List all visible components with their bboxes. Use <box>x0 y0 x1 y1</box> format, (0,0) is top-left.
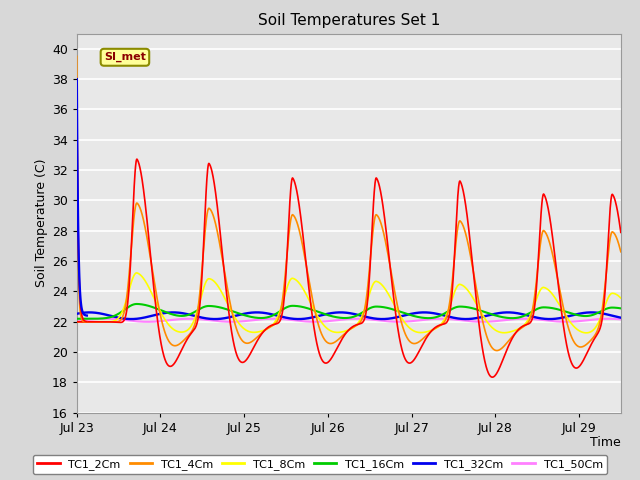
TC1_2Cm <box>602 285 609 291</box>
TC1_32Cm <box>338 310 346 315</box>
TC1_50Cm <box>395 319 403 324</box>
TC1_32Cm <box>602 311 609 317</box>
TC1_8Cm <box>502 330 509 336</box>
TC1_2Cm <box>323 360 331 366</box>
Line: TC1_32Cm: TC1_32Cm <box>77 312 621 319</box>
TC1_32Cm <box>502 310 509 315</box>
TC1_8Cm <box>133 270 141 276</box>
TC1_16Cm <box>602 306 609 312</box>
TC1_2Cm <box>133 156 141 162</box>
TC1_4Cm <box>338 334 346 339</box>
Title: Soil Temperatures Set 1: Soil Temperatures Set 1 <box>258 13 440 28</box>
TC1_4Cm <box>133 200 141 206</box>
X-axis label: Time: Time <box>590 436 621 449</box>
TC1_8Cm <box>582 330 590 336</box>
TC1_4Cm <box>73 319 81 324</box>
Line: TC1_50Cm: TC1_50Cm <box>77 319 621 322</box>
TC1_50Cm <box>604 316 612 322</box>
Legend: TC1_2Cm, TC1_4Cm, TC1_8Cm, TC1_16Cm, TC1_32Cm, TC1_50Cm: TC1_2Cm, TC1_4Cm, TC1_8Cm, TC1_16Cm, TC1… <box>33 455 607 474</box>
TC1_32Cm <box>86 310 93 315</box>
Text: SI_met: SI_met <box>104 52 146 62</box>
Y-axis label: Soil Temperature (C): Soil Temperature (C) <box>35 159 48 288</box>
TC1_32Cm <box>101 312 109 317</box>
TC1_8Cm <box>617 295 625 301</box>
TC1_2Cm <box>488 374 496 380</box>
TC1_8Cm <box>338 329 346 335</box>
TC1_32Cm <box>324 311 332 317</box>
TC1_16Cm <box>617 305 625 311</box>
TC1_4Cm <box>502 341 509 347</box>
TC1_2Cm <box>100 319 108 324</box>
TC1_2Cm <box>602 281 609 287</box>
TC1_4Cm <box>617 249 625 255</box>
TC1_8Cm <box>602 302 609 308</box>
TC1_32Cm <box>295 316 303 322</box>
TC1_16Cm <box>502 315 509 321</box>
TC1_50Cm <box>601 316 609 322</box>
TC1_50Cm <box>73 318 81 324</box>
TC1_16Cm <box>101 315 109 321</box>
TC1_4Cm <box>100 319 108 324</box>
TC1_4Cm <box>602 280 609 286</box>
TC1_8Cm <box>73 319 81 324</box>
TC1_32Cm <box>73 311 81 317</box>
TC1_50Cm <box>337 317 345 323</box>
TC1_50Cm <box>100 316 108 322</box>
TC1_50Cm <box>323 318 331 324</box>
TC1_16Cm <box>338 315 346 321</box>
TC1_2Cm <box>73 319 81 324</box>
TC1_32Cm <box>602 311 609 317</box>
TC1_2Cm <box>502 350 509 356</box>
TC1_16Cm <box>74 316 81 322</box>
Line: TC1_16Cm: TC1_16Cm <box>77 304 621 319</box>
Line: TC1_8Cm: TC1_8Cm <box>77 273 621 333</box>
TC1_50Cm <box>602 316 609 322</box>
TC1_32Cm <box>617 315 625 321</box>
Line: TC1_2Cm: TC1_2Cm <box>77 159 621 377</box>
TC1_4Cm <box>602 277 609 283</box>
TC1_16Cm <box>133 301 141 307</box>
TC1_8Cm <box>602 301 609 307</box>
TC1_16Cm <box>73 316 81 322</box>
Line: TC1_4Cm: TC1_4Cm <box>77 203 621 350</box>
TC1_50Cm <box>617 316 625 322</box>
TC1_50Cm <box>502 317 509 323</box>
TC1_2Cm <box>338 337 346 343</box>
TC1_2Cm <box>617 229 625 235</box>
TC1_16Cm <box>602 306 609 312</box>
TC1_4Cm <box>493 348 500 353</box>
TC1_8Cm <box>323 325 331 331</box>
TC1_4Cm <box>323 339 331 345</box>
TC1_8Cm <box>100 319 108 325</box>
TC1_16Cm <box>324 312 332 318</box>
